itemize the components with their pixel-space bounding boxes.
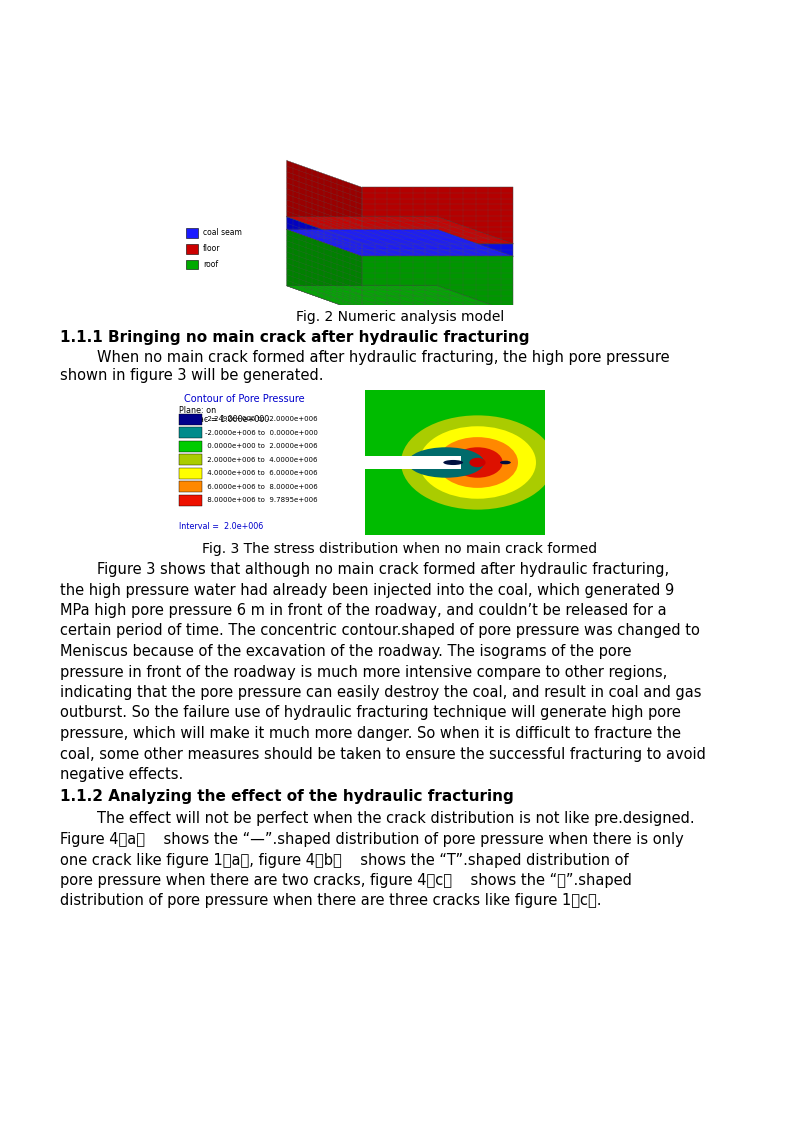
Bar	[179, 414, 202, 424]
Text: one crack like figure 1（a）, figure 4（b）    shows the “T”.shaped distribution of: one crack like figure 1（a）, figure 4（b） …	[60, 852, 629, 867]
Text: coal, some other measures should be taken to ensure the successful fracturing to: coal, some other measures should be take…	[60, 746, 706, 762]
Text: certain period of time. The concentric contour.shaped of pore pressure was chang: certain period of time. The concentric c…	[60, 624, 700, 638]
Text: outburst. So the failure use of hydraulic fracturing technique will generate hig: outburst. So the failure use of hydrauli…	[60, 705, 681, 720]
Text: 0.0000e+000 to  2.0000e+006: 0.0000e+000 to 2.0000e+006	[206, 444, 318, 449]
Text: Fig. 3 The stress distribution when no main crack formed: Fig. 3 The stress distribution when no m…	[202, 542, 598, 556]
Text: 2.0000e+006 to  4.0000e+006: 2.0000e+006 to 4.0000e+006	[206, 456, 318, 463]
Bar	[179, 428, 202, 438]
Ellipse shape	[437, 437, 518, 488]
Polygon shape	[286, 217, 514, 243]
Text: Fig. 2 Numeric analysis model: Fig. 2 Numeric analysis model	[296, 310, 504, 324]
Bar	[186, 229, 198, 238]
Bar	[179, 454, 202, 465]
Text: 6.0000e+006 to  8.0000e+006: 6.0000e+006 to 8.0000e+006	[206, 483, 318, 490]
Text: MPa high pore pressure 6 m in front of the roadway, and couldn’t be released for: MPa high pore pressure 6 m in front of t…	[60, 603, 666, 618]
Bar	[186, 260, 198, 269]
Text: 1.1.2 Analyzing the effect of the hydraulic fracturing: 1.1.2 Analyzing the effect of the hydrau…	[60, 789, 514, 805]
Ellipse shape	[470, 457, 486, 468]
Text: pore pressure when there are two cracks, figure 4（c）    shows the “＋”.shaped: pore pressure when there are two cracks,…	[60, 873, 632, 887]
Polygon shape	[286, 285, 514, 312]
Polygon shape	[362, 243, 514, 257]
Text: pressure in front of the roadway is much more intensive compare to other regions: pressure in front of the roadway is much…	[60, 664, 667, 679]
Text: Magfac = 1.000e+000: Magfac = 1.000e+000	[179, 414, 269, 423]
Text: floor: floor	[203, 245, 221, 254]
Text: -2.0000e+006 to  0.0000e+000: -2.0000e+006 to 0.0000e+000	[206, 430, 318, 436]
Text: 4.0000e+006 to  6.0000e+006: 4.0000e+006 to 6.0000e+006	[206, 470, 318, 477]
Bar	[179, 495, 202, 506]
Text: roof: roof	[203, 260, 218, 269]
Polygon shape	[286, 230, 362, 312]
Text: When no main crack formed after hydraulic fracturing, the high pore pressure: When no main crack formed after hydrauli…	[60, 350, 670, 365]
Text: Contour of Pore Pressure: Contour of Pore Pressure	[185, 394, 305, 404]
Text: The effect will not be perfect when the crack distribution is not like pre.desig: The effect will not be perfect when the …	[60, 812, 694, 826]
Text: shown in figure 3 will be generated.: shown in figure 3 will be generated.	[60, 368, 323, 383]
Ellipse shape	[408, 447, 484, 478]
Text: the high pressure water had already been injected into the coal, which generated: the high pressure water had already been…	[60, 583, 674, 598]
Polygon shape	[362, 188, 514, 243]
Text: indicating that the pore pressure can easily destroy the coal, and result in coa: indicating that the pore pressure can ea…	[60, 685, 702, 700]
Text: Interval =  2.0e+006: Interval = 2.0e+006	[179, 522, 263, 531]
Polygon shape	[286, 230, 514, 257]
Polygon shape	[286, 217, 362, 257]
Text: Plane: on: Plane: on	[179, 406, 216, 415]
Text: Figure 3 shows that although no main crack formed after hydraulic fracturing,: Figure 3 shows that although no main cra…	[60, 561, 669, 577]
Ellipse shape	[452, 447, 502, 478]
Ellipse shape	[401, 415, 554, 509]
Text: -2.2492e+006 to -2.0000e+006: -2.2492e+006 to -2.0000e+006	[206, 417, 318, 422]
Text: 8.0000e+006 to  9.7895e+006: 8.0000e+006 to 9.7895e+006	[206, 497, 318, 504]
Bar	[179, 440, 202, 452]
Text: distribution of pore pressure when there are three cracks like figure 1（c）.: distribution of pore pressure when there…	[60, 893, 602, 909]
Bar	[179, 481, 202, 492]
Ellipse shape	[443, 460, 463, 465]
Text: coal seam: coal seam	[203, 229, 242, 238]
Ellipse shape	[500, 461, 510, 464]
Bar	[186, 245, 198, 254]
Text: negative effects.: negative effects.	[60, 767, 183, 782]
Polygon shape	[286, 161, 362, 243]
Text: Meniscus because of the excavation of the roadway. The isograms of the pore: Meniscus because of the excavation of th…	[60, 644, 631, 659]
Ellipse shape	[419, 427, 536, 499]
Bar	[361, 456, 462, 469]
Text: Figure 4（a）    shows the “—”.shaped distribution of pore pressure when there is : Figure 4（a） shows the “—”.shaped distrib…	[60, 832, 684, 847]
Text: pressure, which will make it much more danger. So when it is difficult to fractu: pressure, which will make it much more d…	[60, 726, 681, 741]
Text: 1.1.1 Bringing no main crack after hydraulic fracturing: 1.1.1 Bringing no main crack after hydra…	[60, 331, 530, 345]
Bar	[179, 468, 202, 479]
Polygon shape	[362, 257, 514, 312]
